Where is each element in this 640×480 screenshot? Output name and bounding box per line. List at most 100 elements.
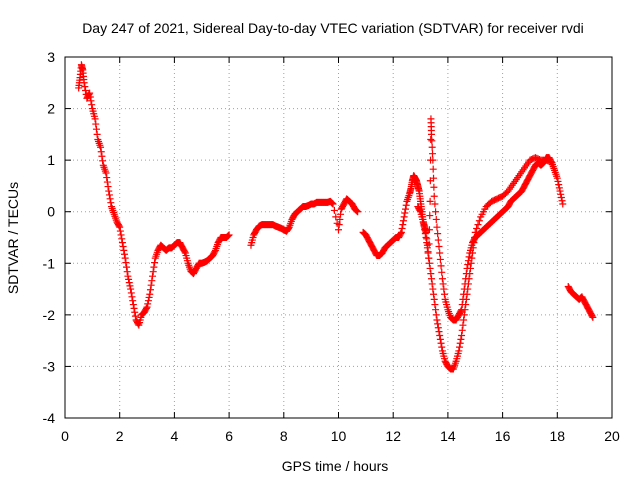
data-point	[88, 101, 96, 109]
data-point	[117, 231, 125, 239]
data-point	[97, 148, 105, 156]
data-point	[224, 232, 232, 240]
grid	[65, 57, 612, 418]
data-point	[92, 125, 100, 133]
data-point	[131, 308, 139, 316]
data-point	[434, 230, 442, 238]
data-point	[460, 311, 468, 319]
data-point	[421, 226, 429, 234]
data-point	[332, 213, 340, 221]
data-point	[146, 286, 154, 294]
data-point	[426, 264, 434, 272]
data-point	[432, 311, 440, 319]
data-point	[80, 79, 88, 87]
data-point	[427, 136, 435, 144]
data-point	[142, 304, 150, 312]
data-point	[335, 226, 342, 234]
data-point	[116, 227, 124, 235]
data-point	[124, 272, 132, 280]
y-tick-label: 0	[47, 204, 55, 220]
data-point	[435, 328, 443, 336]
data-point	[456, 339, 464, 347]
data-point	[558, 197, 566, 205]
data-point	[328, 199, 336, 207]
data-point	[149, 272, 157, 280]
data-point	[430, 174, 438, 182]
data-point	[81, 83, 89, 91]
data-point	[398, 224, 406, 232]
data-point	[464, 280, 472, 288]
x-tick-label: 8	[280, 428, 288, 444]
x-axis-label: GPS time / hours	[282, 458, 389, 474]
data-point	[430, 290, 438, 298]
data-point	[399, 221, 407, 229]
y-tick-label: 3	[47, 49, 55, 65]
data-point	[91, 115, 99, 123]
data-point	[423, 244, 431, 252]
data-point	[285, 224, 293, 232]
data-point	[329, 200, 337, 208]
data-point	[146, 290, 154, 298]
data-point	[86, 93, 94, 101]
data-point	[462, 301, 470, 309]
y-axis-label: SDTVAR / TECUs	[5, 182, 21, 294]
data-point	[425, 259, 433, 267]
data-point	[134, 320, 142, 328]
series-segment-3	[359, 115, 567, 324]
data-point	[419, 218, 427, 226]
data-point	[430, 183, 438, 191]
data-point	[99, 157, 107, 165]
data-point	[435, 243, 443, 251]
data-point	[469, 244, 477, 252]
data-point	[462, 295, 470, 303]
data-point	[107, 199, 115, 207]
data-point	[225, 231, 233, 239]
data-point	[148, 277, 156, 285]
data-point	[224, 232, 232, 240]
data-point	[105, 187, 113, 195]
data-point	[401, 209, 409, 217]
data-point	[354, 208, 362, 216]
y-tick-label: -2	[43, 307, 56, 323]
data-point	[437, 262, 445, 270]
data-point	[426, 212, 434, 220]
y-tick-label: 2	[47, 101, 55, 117]
data-point	[82, 87, 90, 95]
data-point	[127, 289, 135, 297]
data-point	[473, 224, 481, 232]
data-point	[336, 215, 344, 223]
data-point	[463, 290, 471, 298]
data-point	[457, 335, 465, 343]
data-point	[427, 270, 435, 278]
data-point	[434, 324, 442, 332]
data-point	[465, 275, 473, 283]
data-point	[461, 306, 469, 314]
data-point	[397, 228, 405, 236]
data-point	[464, 261, 472, 269]
data-point	[116, 223, 124, 231]
x-tick-label: 18	[550, 428, 566, 444]
series-segment-4	[414, 154, 556, 373]
data-point	[121, 254, 129, 262]
data-point	[428, 280, 436, 288]
data-point	[130, 304, 138, 312]
data-point	[98, 152, 106, 160]
data-point	[131, 312, 139, 320]
data-point	[328, 199, 336, 207]
data-point	[115, 222, 123, 230]
data-point	[434, 320, 442, 328]
data-point	[106, 195, 114, 203]
data-point	[424, 249, 432, 257]
data-point	[433, 316, 441, 324]
data-point	[87, 97, 95, 105]
data-point	[432, 208, 440, 216]
data-point	[400, 213, 408, 221]
data-point	[144, 300, 152, 308]
data-point	[129, 301, 137, 309]
data-point	[144, 297, 152, 305]
x-tick-label: 4	[171, 428, 179, 444]
data-point	[428, 137, 436, 145]
data-point	[438, 275, 446, 283]
data-point	[125, 279, 133, 287]
